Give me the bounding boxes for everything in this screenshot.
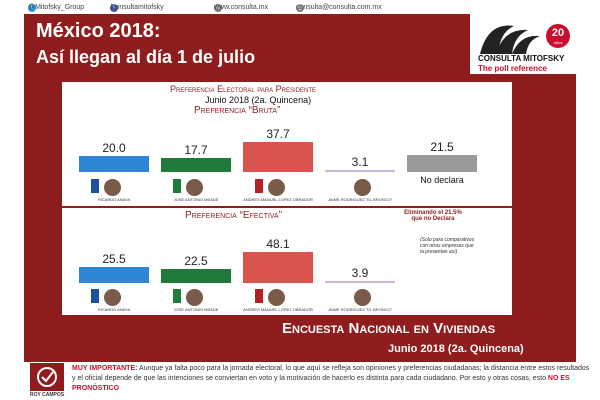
candidate-name: JAIME RODRIGUEZ "EL BRONCO" [327, 307, 393, 312]
panel-title: Preferencia Electoral para Presidente [170, 84, 316, 94]
author-label: ROY CAMPOS [30, 392, 65, 398]
headline-line2: Así llegan al día 1 de julio [36, 47, 256, 67]
candidate-photo-icon [185, 288, 204, 307]
comparative-note: (Solo para comparativos con otras empres… [420, 237, 475, 255]
survey-title: Encuesta Nacional en Viviendas [282, 320, 496, 337]
panel-period: Junio 2018 (2a. Quincena) [205, 95, 312, 105]
gross-bar [79, 156, 149, 172]
logo-name: CONSULTA MITOFSKY [478, 54, 565, 63]
party-logo-icon [173, 289, 181, 303]
footer-text-a: Aunque ya falta poco para la jornada ele… [139, 365, 482, 372]
candidate-meade: JOSE ANTONIO MEADE [161, 177, 231, 202]
candidate-anaya: RICARDO ANAYA [79, 177, 149, 202]
survey-period: Junio 2018 (2a. Quincena) [388, 343, 524, 355]
footer-emphasis: NO ES PRONÓSTICO [72, 375, 570, 392]
gross-value-label: 37.7 [266, 126, 290, 141]
candidate-photo-icon [103, 178, 122, 197]
roy-campos-check-icon [30, 363, 64, 391]
candidate-name: JAIME RODRIGUEZ "EL BRONCO" [327, 197, 393, 202]
consulta-mitofsky-logo: 20 años CONSULTA MITOFSKY The poll refer… [470, 14, 576, 74]
effective-bar [161, 268, 231, 283]
gross-bar [325, 169, 395, 172]
eliminating-note: Eliminando el 21.5% que no Declara [404, 210, 462, 222]
candidate-name: JOSE ANTONIO MEADE [173, 307, 219, 312]
gross-bar [407, 154, 477, 172]
candidate-name: RICARDO ANAYA [97, 307, 131, 312]
effective-value-label: 22.5 [184, 253, 208, 268]
candidate-photo-icon [267, 178, 286, 197]
candidate-anaya: RICARDO ANAYA [79, 287, 149, 312]
panel-divider [62, 206, 512, 208]
mail-icon: @ [296, 4, 304, 12]
effective-value-label: 3.9 [351, 265, 369, 280]
candidate-name: JOSE ANTONIO MEADE [173, 197, 219, 202]
effective-value-label: 25.5 [102, 251, 126, 266]
gross-label: Preferencia “Bruta” [194, 105, 281, 116]
footer-text-b: la distancia entre estos resultados y el… [72, 365, 590, 382]
party-logo-icon [173, 179, 181, 193]
globe-icon: w [214, 4, 222, 12]
important-label: MUY IMPORTANTE: [72, 365, 138, 372]
candidate-meade: JOSE ANTONIO MEADE [161, 287, 231, 312]
facebook-icon: f [110, 4, 118, 12]
anniversary-badge: 20 [551, 27, 565, 39]
candidate-name: ANDRES MANUEL LOPEZ OBRADOR [243, 197, 313, 202]
twitter-icon: t [28, 4, 36, 12]
footer-note: ROY CAMPOS MUY IMPORTANTE: Aunque ya fal… [0, 362, 600, 400]
candidate-photo-icon [267, 288, 286, 307]
effective-bar [243, 252, 313, 283]
candidate-amlo: ANDRES MANUEL LOPEZ OBRADOR [243, 177, 313, 202]
candidate-photo-icon [353, 288, 372, 307]
party-logo-icon [255, 179, 263, 193]
gross-bar [161, 157, 231, 172]
effective-value-label: 48.1 [266, 237, 290, 252]
gross-value-label: 17.7 [184, 142, 208, 157]
candidate-photo-icon [103, 288, 122, 307]
logo-tagline: The poll reference [478, 64, 547, 73]
effective-bar [325, 280, 395, 283]
candidate-photo-icon [353, 178, 372, 197]
social-bar: t @Mitofsky_Group f/consultamitofsky w www… [0, 0, 600, 13]
candidate-name: ANDRES MANUEL LOPEZ OBRADOR [243, 307, 313, 312]
candidate-bronco: JAIME RODRIGUEZ "EL BRONCO" [325, 287, 395, 312]
party-logo-icon [255, 289, 263, 303]
no-declara-label: No declara [420, 175, 464, 185]
effective-bar [79, 266, 149, 283]
gross-value-label: 3.1 [351, 154, 369, 169]
logo-mark [480, 24, 570, 54]
gross-bar [243, 141, 313, 172]
party-logo-icon [91, 179, 99, 193]
party-logo-icon [91, 289, 99, 303]
effective-label: Preferencia “Efectiva” [185, 210, 282, 221]
candidate-amlo: ANDRES MANUEL LOPEZ OBRADOR [243, 287, 313, 312]
gross-value-label: 21.5 [430, 139, 454, 154]
gross-value-label: 20.0 [102, 141, 126, 155]
headline-line1: México 2018: [36, 20, 161, 42]
candidate-photo-icon [185, 178, 204, 197]
candidate-bronco: JAIME RODRIGUEZ "EL BRONCO" [325, 177, 395, 202]
anniversary-sub: años [553, 40, 563, 45]
candidate-name: RICARDO ANAYA [97, 197, 131, 202]
footer-text-c: de hacerlo es distinta para cada ciudada… [322, 375, 546, 382]
